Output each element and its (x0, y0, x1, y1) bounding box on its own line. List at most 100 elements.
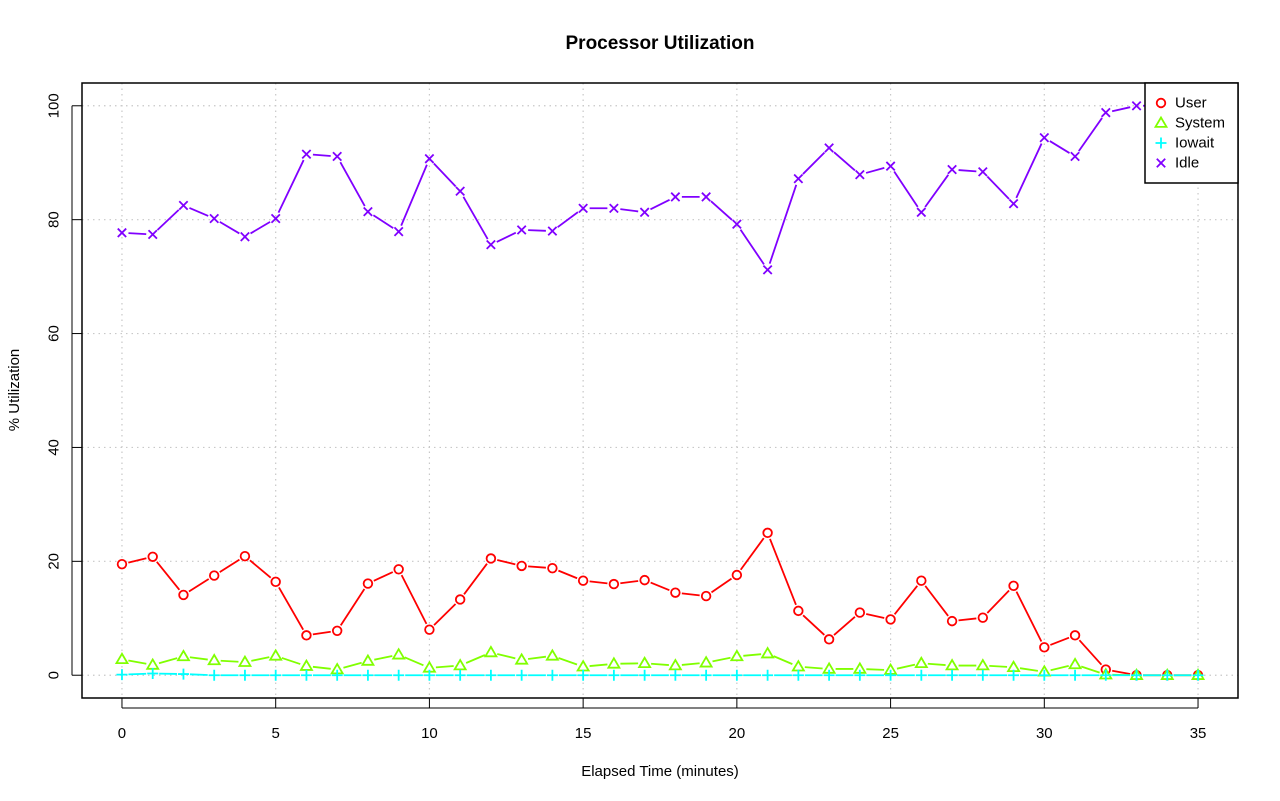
data-point-user (424, 624, 435, 635)
y-tick-label: 20 (46, 553, 63, 570)
x-axis: 0 5 10 15 20 25 30 35 (118, 698, 1206, 742)
data-point-system (1067, 657, 1083, 670)
data-point-user (762, 527, 773, 539)
data-point-iowait (915, 669, 927, 681)
data-point-user (854, 607, 866, 618)
data-point-system (360, 653, 375, 666)
plot-frame (81, 82, 1239, 699)
data-point-iowait (669, 669, 681, 681)
legend-label-idle: Idle (1175, 155, 1199, 172)
data-point-idle (516, 225, 527, 235)
data-point-iowait (885, 669, 897, 681)
data-point-user (577, 575, 589, 586)
data-point-system (207, 653, 222, 666)
data-point-system (453, 658, 468, 671)
data-point-iowait (208, 669, 220, 681)
data-point-iowait (300, 669, 312, 681)
data-point-system (514, 652, 529, 665)
data-point-iowait (792, 669, 804, 681)
legend-marker-idle (1156, 158, 1166, 168)
data-point-user (147, 551, 158, 562)
data-point-idle (609, 203, 619, 214)
series-line-user (128, 537, 1192, 677)
data-point-iowait (485, 669, 497, 681)
data-point-iowait (423, 669, 435, 681)
legend-item-iowait: Iowait (1155, 135, 1215, 152)
data-point-iowait (1100, 669, 1112, 681)
data-point-idle (1008, 198, 1019, 209)
data-point-iowait (1038, 669, 1050, 681)
data-point-user (547, 562, 558, 574)
data-point-iowait (762, 669, 774, 681)
data-point-user (362, 578, 374, 589)
data-point-idle (301, 149, 312, 160)
data-point-idle (977, 166, 988, 177)
data-point-iowait (639, 669, 651, 681)
data-point-system (668, 658, 683, 671)
data-point-idle (701, 192, 711, 202)
series-line-iowait (128, 672, 1192, 677)
series-idle (117, 100, 1203, 275)
data-point-iowait (946, 669, 958, 681)
data-point-iowait (1161, 669, 1173, 681)
legend-marker-iowait (1155, 137, 1167, 149)
data-point-user (639, 574, 650, 586)
data-point-system (545, 648, 560, 661)
data-point-system (268, 648, 283, 661)
data-point-iowait (516, 669, 528, 681)
grid (82, 83, 1238, 698)
data-point-iowait (177, 668, 189, 680)
legend-label-iowait: Iowait (1175, 135, 1215, 152)
series-iowait (116, 668, 1204, 681)
data-point-iowait (393, 669, 405, 681)
data-point-idle (486, 239, 496, 250)
data-point-idle (762, 264, 773, 275)
data-point-user (731, 569, 743, 581)
data-point-idle (270, 213, 281, 224)
data-point-iowait (239, 669, 251, 681)
data-point-user (885, 614, 896, 625)
data-point-iowait (1131, 669, 1143, 681)
data-point-system (975, 658, 990, 671)
data-point-system (391, 647, 406, 660)
data-point-idle (332, 151, 343, 162)
data-point-idle (363, 206, 373, 217)
data-point-idle (1039, 132, 1050, 143)
legend-label-user: User (1175, 95, 1207, 112)
data-point-system (483, 645, 498, 658)
y-tick-label: 100 (46, 93, 63, 118)
data-point-idle (424, 153, 435, 164)
data-point-idle (178, 200, 189, 211)
data-point-user (393, 564, 404, 575)
x-tick-label: 10 (421, 725, 438, 742)
data-point-idle (1070, 151, 1080, 162)
data-point-iowait (1192, 669, 1204, 681)
data-point-iowait (977, 669, 989, 681)
data-point-iowait (1008, 669, 1020, 681)
data-point-idle (885, 161, 896, 171)
data-point-user (454, 594, 466, 605)
y-tick-label: 0 (46, 671, 63, 679)
data-point-system (760, 646, 775, 659)
x-axis-label: Elapsed Time (minutes) (581, 763, 739, 780)
x-tick-label: 15 (575, 725, 592, 742)
y-axis-label: % Utilization (6, 349, 23, 432)
data-point-user (301, 630, 312, 641)
data-point-idle (209, 213, 220, 224)
data-point-system (637, 655, 652, 669)
data-point-user (670, 587, 681, 598)
data-point-iowait (270, 669, 282, 681)
data-point-idle (670, 192, 681, 202)
data-point-idle (1131, 100, 1142, 111)
data-point-iowait (731, 669, 743, 681)
data-point-system (699, 655, 714, 668)
data-point-user (209, 570, 220, 581)
data-point-idle (916, 207, 927, 218)
data-point-system (176, 649, 191, 662)
data-point-iowait (608, 669, 620, 681)
data-point-user (916, 575, 927, 586)
y-tick-label: 60 (46, 325, 63, 342)
series-system (114, 645, 1206, 680)
data-point-user (178, 589, 189, 601)
